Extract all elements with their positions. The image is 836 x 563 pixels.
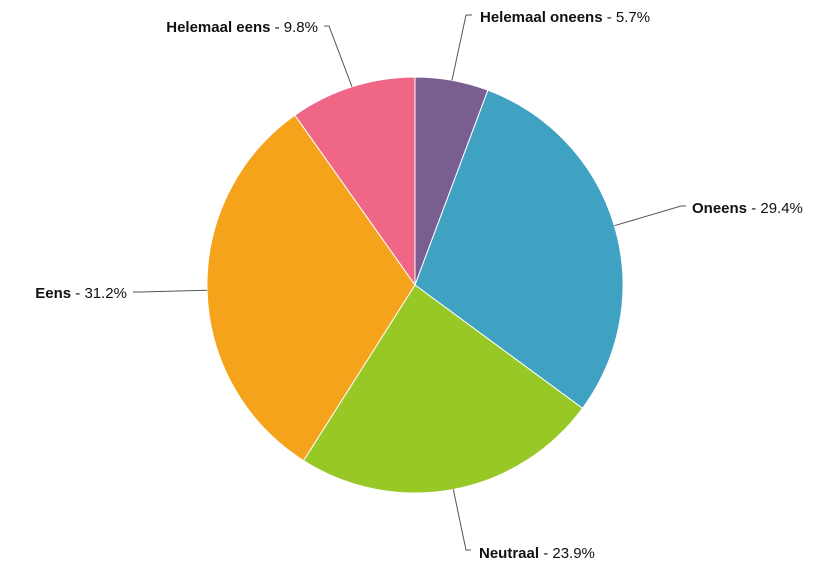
leader-line-eens bbox=[133, 289, 208, 293]
slice-label-name: Helemaal oneens bbox=[480, 9, 603, 26]
slice-label-eens: Eens - 31.2% bbox=[35, 285, 127, 302]
slice-label-helemaal-eens: Helemaal eens - 9.8% bbox=[166, 19, 318, 36]
slice-label-name: Oneens bbox=[692, 200, 747, 217]
leader-line-helemaal-eens bbox=[324, 25, 353, 87]
slice-label-value: - 5.7% bbox=[603, 9, 651, 26]
slice-label-value: - 31.2% bbox=[71, 285, 127, 302]
pie-slice-helemaal-eens bbox=[294, 76, 416, 287]
pie-slices bbox=[206, 76, 624, 494]
slice-label-oneens: Oneens - 29.4% bbox=[692, 200, 803, 217]
slice-label-name: Neutraal bbox=[479, 545, 539, 562]
leader-line-oneens bbox=[614, 205, 686, 227]
slice-label-name: Eens bbox=[35, 285, 71, 302]
slice-label-value: - 9.8% bbox=[270, 19, 318, 36]
slice-labels: Helemaal oneens - 5.7% Oneens - 29.4% Neut… bbox=[35, 9, 803, 562]
slice-label-name: Helemaal eens bbox=[166, 19, 270, 36]
slice-label-helemaal-oneens: Helemaal oneens - 5.7% bbox=[480, 9, 650, 26]
slice-label-value: - 29.4% bbox=[747, 200, 803, 217]
slice-label-value: - 23.9% bbox=[539, 545, 595, 562]
slice-label-neutraal: Neutraal - 23.9% bbox=[479, 545, 595, 562]
leader-lines bbox=[133, 14, 686, 551]
leader-line-helemaal-oneens bbox=[451, 14, 472, 81]
pie-slice-oneens bbox=[414, 89, 624, 410]
leader-line-neutraal bbox=[452, 489, 471, 551]
